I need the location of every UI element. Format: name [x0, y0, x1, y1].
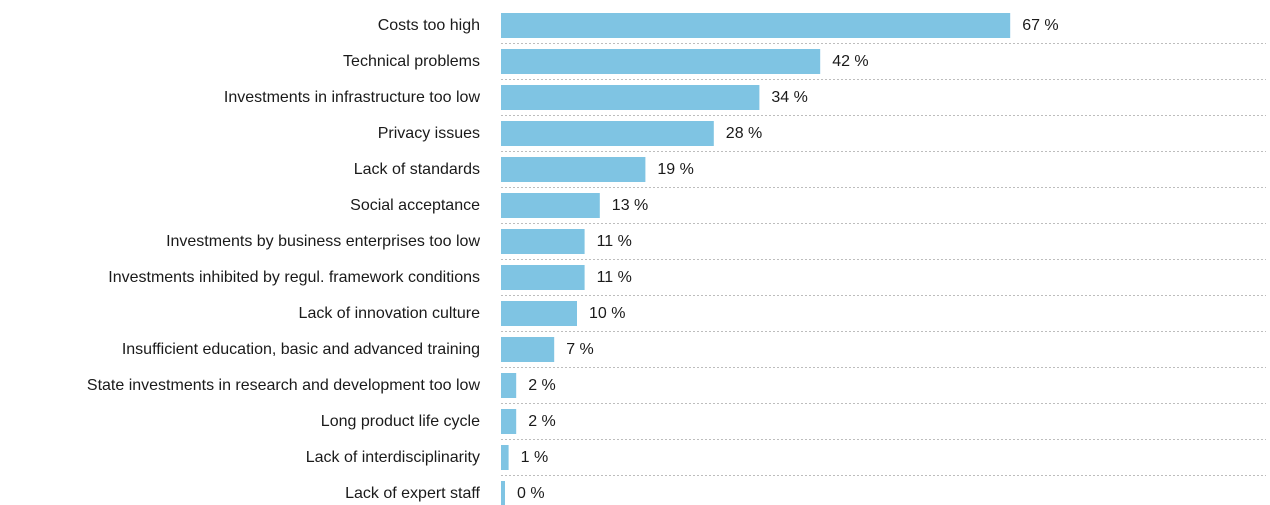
- bar: [501, 301, 577, 326]
- value-label: 42 %: [832, 53, 868, 70]
- value-label: 2 %: [528, 377, 556, 394]
- bar: [501, 445, 509, 470]
- value-label: 11 %: [597, 269, 632, 286]
- value-label: 34 %: [771, 89, 807, 106]
- value-labels: 67 % 42 % 34 % 28 % 19 % 13 % 11 % 11 % 10 % 7 % 2…: [517, 17, 1059, 502]
- bar: [501, 193, 600, 218]
- category-label: Lack of standards: [354, 161, 480, 178]
- bar: [501, 373, 517, 398]
- bar: [501, 49, 821, 74]
- bar: [501, 85, 760, 110]
- bar: [501, 409, 517, 434]
- category-label: Social acceptance: [350, 197, 480, 214]
- value-label: 13 %: [612, 197, 648, 214]
- bar: [501, 229, 585, 254]
- category-label: State investments in research and develo…: [87, 377, 481, 394]
- category-label: Investments inhibited by regul. framewor…: [108, 269, 480, 286]
- value-label: 67 %: [1022, 17, 1058, 34]
- category-label: Lack of interdisciplinarity: [306, 449, 480, 466]
- category-label: Costs too high: [378, 17, 480, 34]
- category-label: Technical problems: [343, 53, 480, 70]
- value-label: 28 %: [726, 125, 762, 142]
- bar: [501, 337, 555, 362]
- category-label: Long product life cycle: [321, 413, 480, 430]
- bar: [501, 157, 646, 182]
- value-label: 10 %: [589, 305, 625, 322]
- category-label: Investments in infrastructure too low: [224, 89, 481, 106]
- value-label: 0 %: [517, 485, 545, 502]
- category-labels: Costs too high Technical problems Investme…: [87, 17, 481, 502]
- category-label: Privacy issues: [378, 125, 480, 142]
- value-label: 19 %: [657, 161, 693, 178]
- bar: [501, 13, 1011, 38]
- bar: [501, 265, 585, 290]
- value-label: 11 %: [597, 233, 632, 250]
- bar: [501, 121, 714, 146]
- category-label: Lack of innovation culture: [299, 305, 481, 322]
- grid-lines: [501, 43, 1266, 476]
- value-label: 2 %: [528, 413, 556, 430]
- category-label: Insufficient education, basic and advanc…: [122, 341, 480, 358]
- category-label: Lack of expert staff: [345, 485, 480, 502]
- category-label: Investments by business enterprises too …: [166, 233, 480, 250]
- bar: [501, 481, 505, 505]
- value-label: 7 %: [566, 341, 594, 358]
- value-label: 1 %: [521, 449, 549, 466]
- bars: [501, 13, 1011, 505]
